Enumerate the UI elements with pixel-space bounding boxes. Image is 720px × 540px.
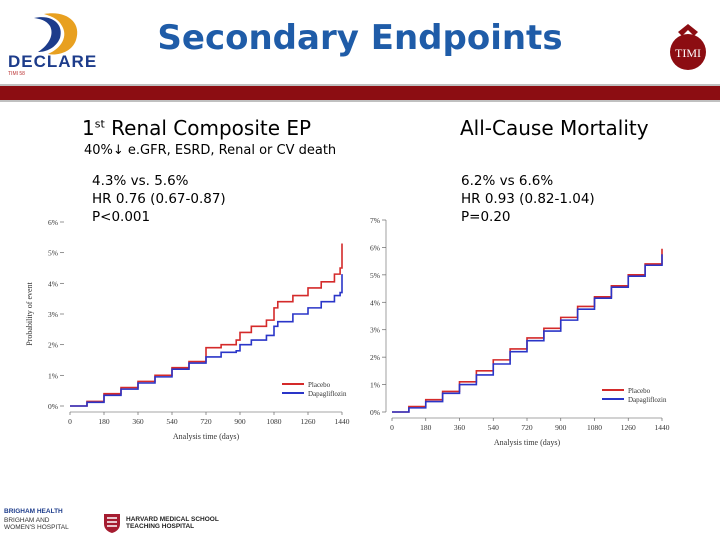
harvard-logo-text: HARVARD MEDICAL SCHOOL TEACHING HOSPITAL	[126, 516, 219, 530]
y-tick-label: 1%	[370, 381, 380, 390]
x-tick-label: 360	[454, 423, 466, 432]
y-tick-label: 7%	[370, 216, 380, 225]
series-line-placebo	[70, 243, 343, 407]
header-bar	[0, 84, 720, 102]
timi-logo: TIMI	[664, 18, 712, 74]
left-title-superscript: st	[94, 117, 105, 131]
left-stat-hr: HR 0.76 (0.67-0.87)	[92, 191, 226, 207]
x-tick-label: 360	[132, 417, 144, 426]
x-tick-label: 0	[390, 423, 394, 432]
y-axis-label: Probability of event	[25, 281, 34, 345]
y-tick-label: 2%	[370, 353, 380, 362]
slide-title: Secondary Endpoints	[157, 18, 563, 58]
declare-logo	[4, 8, 116, 84]
right-stat-hr: HR 0.93 (0.82-1.04)	[461, 191, 595, 207]
left-title-number: 1	[82, 116, 95, 140]
brigham-logo: BRIGHAM HEALTH BRIGHAM AND WOMEN'S HOSPI…	[4, 508, 69, 531]
timi-emblem-icon: TIMI	[670, 24, 706, 70]
x-tick-label: 180	[98, 417, 110, 426]
mortality-chart: 0 180 360 540 720 900 1080 1260 1440 0% 1% 2% 3% 4% 5%…	[370, 216, 670, 447]
brigham-line2: BRIGHAM AND	[4, 517, 50, 524]
harvard-shield-icon	[102, 512, 122, 533]
left-panel-title: 1st Renal Composite EP	[82, 116, 311, 140]
legend-label-placebo: Placebo	[308, 381, 331, 389]
legend-label-placebo: Placebo	[628, 387, 651, 395]
x-tick-label: 720	[200, 417, 212, 426]
x-tick-label: 720	[521, 423, 533, 432]
harvard-line1: HARVARD MEDICAL SCHOOL	[126, 516, 219, 523]
renal-composite-chart: 0 180 360 540 720 900 1080 1260 1440 0% 1% 2% 3% 4% 5%…	[25, 218, 350, 441]
right-panel-stats: 6.2% vs 6.6% HR 0.93 (0.82-1.04) P=0.20	[461, 172, 595, 226]
x-tick-label: 1260	[621, 423, 636, 432]
x-tick-label: 540	[488, 423, 500, 432]
y-tick-label: 3%	[48, 310, 58, 319]
left-stat-p: P<0.001	[92, 209, 151, 225]
series-line-dapagliflozin	[392, 254, 663, 413]
left-panel-note: 40%↓ e.GFR, ESRD, Renal or CV death	[84, 143, 337, 158]
y-tick-label: 0%	[370, 408, 380, 417]
left-panel-stats: 4.3% vs. 5.6% HR 0.76 (0.67-0.87) P<0.00…	[92, 172, 226, 226]
brigham-line1: BRIGHAM HEALTH	[4, 508, 63, 515]
legend-label-dapagliflozin: Dapagliflozin	[308, 390, 347, 398]
y-tick-label: 4%	[48, 279, 58, 288]
right-stat-p: P=0.20	[461, 209, 511, 225]
series-line-placebo	[392, 248, 663, 413]
right-stat-rates: 6.2% vs 6.6%	[461, 173, 554, 189]
y-tick-label: 5%	[48, 249, 58, 258]
left-title-text: Renal Composite EP	[104, 116, 312, 140]
x-tick-label: 900	[555, 423, 567, 432]
x-tick-label: 1440	[335, 417, 350, 426]
x-tick-label: 0	[68, 417, 72, 426]
y-tick-label: 6%	[48, 218, 58, 227]
declare-logo-subtext: TIMI 58	[8, 71, 25, 77]
y-tick-label: 4%	[370, 298, 380, 307]
y-tick-label: 6%	[370, 243, 380, 252]
y-tick-label: 2%	[48, 341, 58, 350]
x-tick-label: 1260	[301, 417, 316, 426]
y-tick-label: 0%	[48, 402, 58, 411]
y-tick-label: 3%	[370, 326, 380, 335]
x-axis-label: Analysis time (days)	[173, 432, 240, 441]
left-stat-rates: 4.3% vs. 5.6%	[92, 173, 189, 189]
x-tick-label: 1440	[655, 423, 670, 432]
series-line-dapagliflozin	[70, 274, 343, 407]
legend-label-dapagliflozin: Dapagliflozin	[628, 396, 667, 404]
declare-logo-text: DECLARE	[8, 52, 98, 71]
y-tick-label: 1%	[48, 371, 58, 380]
declare-swoosh-icon	[34, 13, 78, 55]
x-tick-label: 900	[234, 417, 246, 426]
right-panel-title: All-Cause Mortality	[460, 116, 649, 140]
timi-logo-text: TIMI	[675, 46, 701, 60]
x-tick-label: 540	[166, 417, 178, 426]
harvard-line2: TEACHING HOSPITAL	[126, 523, 195, 530]
x-tick-label: 1080	[587, 423, 602, 432]
x-tick-label: 180	[420, 423, 432, 432]
brigham-line3: WOMEN'S HOSPITAL	[4, 524, 69, 531]
x-tick-label: 1080	[267, 417, 282, 426]
x-axis-label: Analysis time (days)	[494, 438, 561, 447]
y-tick-label: 5%	[370, 271, 380, 280]
